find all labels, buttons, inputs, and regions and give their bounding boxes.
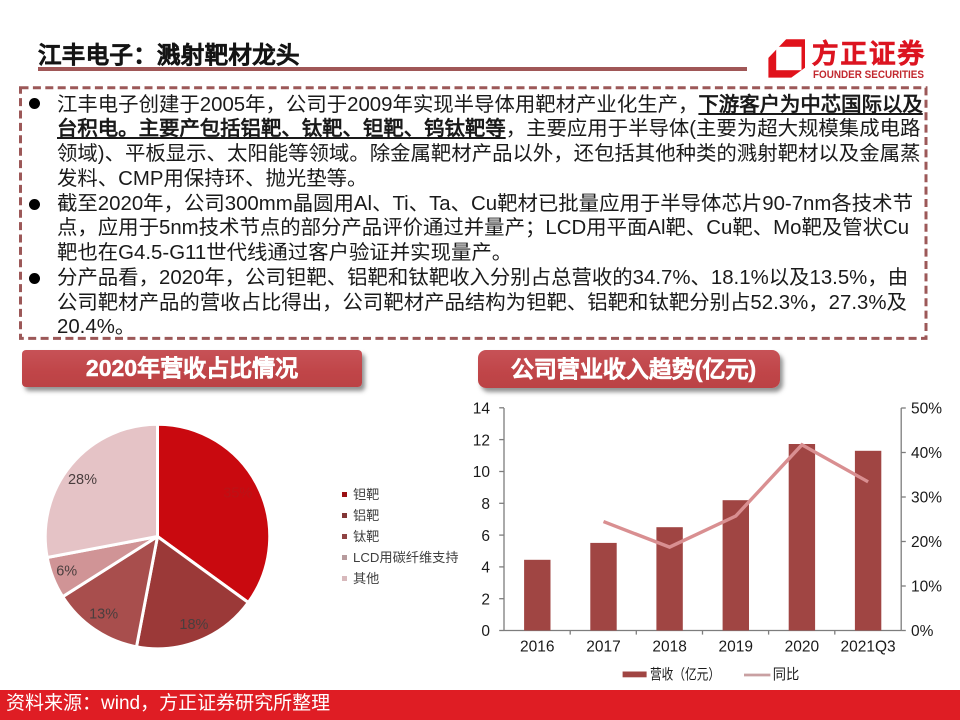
svg-text:6%: 6% [56,564,77,580]
svg-text:2019: 2019 [719,639,753,656]
svg-text:30%: 30% [911,490,942,507]
svg-text:50%: 50% [911,401,942,418]
svg-text:方正证券: 方正证券 [812,39,925,69]
svg-text:40%: 40% [911,445,942,462]
svg-text:6: 6 [481,528,490,545]
svg-text:FOUNDER SECURITIES: FOUNDER SECURITIES [813,69,924,81]
svg-text:0%: 0% [911,623,934,640]
svg-text:10%: 10% [911,579,942,596]
svg-text:2020: 2020 [785,639,820,656]
svg-text:8: 8 [481,496,490,513]
svg-text:2017: 2017 [586,639,620,656]
svg-text:0: 0 [481,623,490,640]
svg-text:营收（亿元）: 营收（亿元） [650,666,720,683]
svg-text:35%: 35% [223,486,252,502]
svg-text:20%: 20% [911,534,942,551]
svg-text:13%: 13% [89,607,118,623]
svg-text:10: 10 [473,464,491,481]
svg-text:2: 2 [481,591,490,608]
svg-text:2018: 2018 [652,639,686,656]
svg-text:2021Q3: 2021Q3 [841,639,896,656]
svg-text:14: 14 [473,401,491,418]
svg-text:18%: 18% [179,617,208,633]
svg-text:28%: 28% [68,472,97,488]
svg-text:4: 4 [481,560,490,577]
svg-text:同比: 同比 [773,666,800,683]
svg-text:12: 12 [473,432,490,449]
svg-text:2016: 2016 [520,639,554,656]
